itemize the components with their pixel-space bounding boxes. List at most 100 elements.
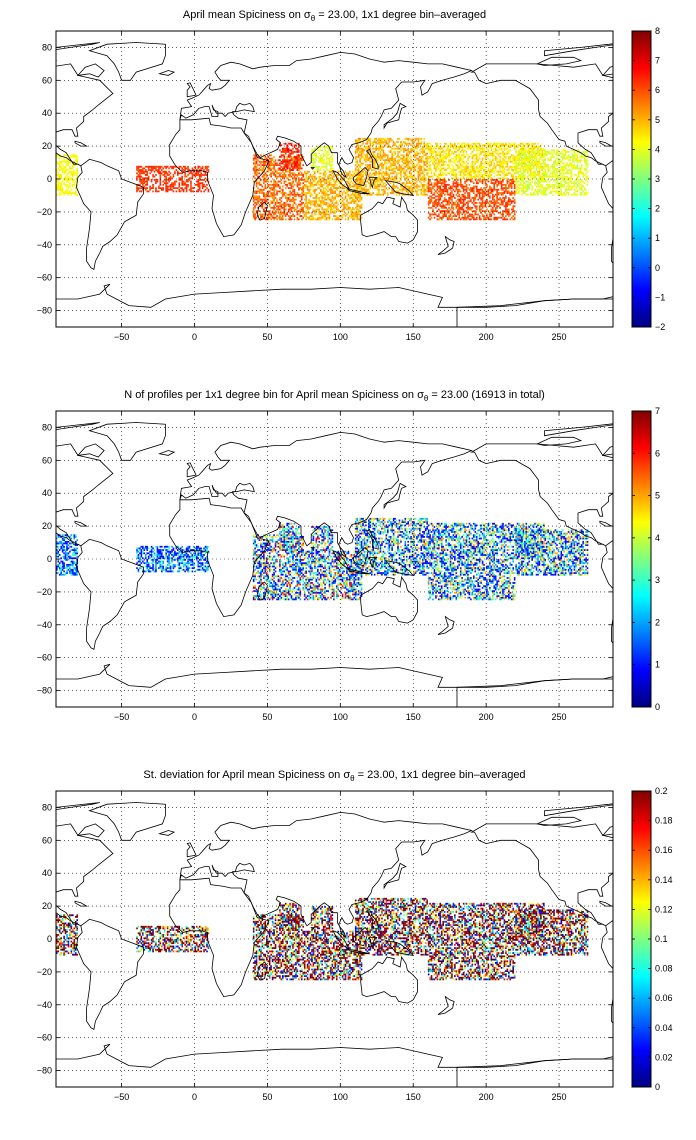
bin [483,174,485,176]
bin [440,154,443,157]
bin [421,183,424,186]
bin [174,172,176,175]
bin [292,152,294,155]
bin [372,172,375,175]
bin [255,157,258,160]
bin [439,185,442,188]
bin [487,180,490,183]
bin [480,188,482,191]
bin [468,169,471,171]
bin [510,160,513,163]
bin [462,151,465,153]
bin [372,175,375,178]
bin [300,202,303,204]
bin [267,192,270,194]
bin [413,162,415,165]
bin [403,167,405,170]
bin [343,187,345,190]
bin [401,147,404,150]
bin [283,167,286,170]
bin [455,187,458,190]
bin [376,183,379,186]
bin [279,205,281,208]
bin [369,185,372,188]
bin [279,162,281,165]
bin [317,203,319,206]
bin [502,179,504,181]
bin [436,146,439,148]
bin [283,169,286,171]
bin [487,169,490,171]
bin [420,172,423,175]
bin [341,179,344,181]
bin [470,208,472,211]
bin [451,197,453,199]
bin [312,188,315,191]
bin [414,147,417,150]
bin [464,180,466,183]
bin [423,190,426,193]
bin [305,175,307,178]
bin [389,179,392,181]
bin [146,190,149,193]
bin [61,167,64,170]
bin [391,162,393,165]
bin [405,177,408,180]
bin [311,155,313,158]
bin [198,187,201,190]
bin [397,159,399,162]
bin [66,159,68,162]
bin [260,188,262,191]
bin [290,210,293,213]
bin [528,167,531,170]
bin [462,210,465,213]
bin [318,180,321,183]
bin [282,218,284,221]
bin [499,152,501,155]
bin [445,157,447,160]
bin [181,167,184,170]
bin [302,211,305,214]
bin [166,174,169,176]
bin [477,172,480,175]
bin [309,185,312,188]
bin [379,155,382,158]
bin [462,200,465,203]
bin [193,187,195,190]
bin [468,183,471,186]
bin [268,165,271,168]
bin [510,193,513,196]
bin [416,170,418,173]
bin [343,177,345,180]
bin [464,174,466,176]
bin [359,213,361,216]
bin [257,172,259,175]
bin [398,144,401,147]
bin [426,146,428,148]
bin [442,203,445,206]
bin [372,165,375,168]
bin [524,177,526,180]
bin [352,182,354,185]
bin [440,147,443,150]
bin [289,206,291,209]
bin [309,182,312,185]
bin [308,192,310,194]
bin [363,188,366,191]
bin [465,165,468,168]
bin [510,208,513,211]
bin [491,190,494,193]
bin [389,146,392,148]
bin [142,179,144,181]
bin [403,147,405,150]
bin [155,167,157,170]
bin [287,182,290,185]
bin [449,192,452,194]
bin [508,152,510,155]
bin [150,179,153,181]
bin [405,137,408,140]
bin [306,188,309,191]
bin [400,177,402,180]
bin [143,185,146,188]
bin [381,157,383,160]
